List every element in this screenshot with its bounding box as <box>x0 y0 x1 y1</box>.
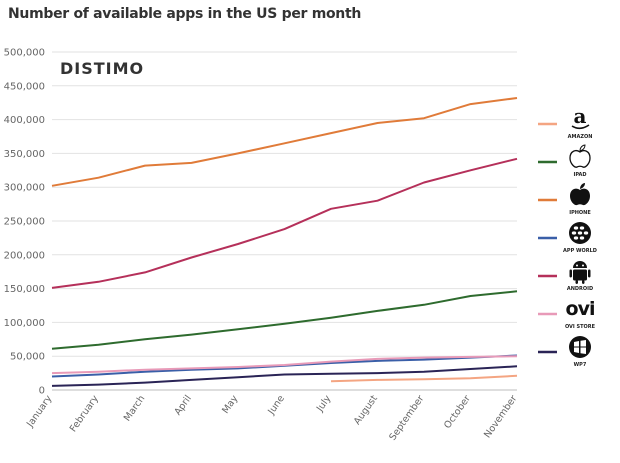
series-line-ovi-store <box>51 355 518 375</box>
series-line-android <box>51 157 518 289</box>
series-line-ipad <box>51 290 518 350</box>
x-tick-label: April <box>172 393 193 417</box>
apple-outline-icon <box>569 150 591 168</box>
y-tick-label: 50,000 <box>10 352 45 363</box>
windows-icon <box>569 336 591 358</box>
legend-label: WP7 <box>574 362 587 368</box>
legend-label: APP WORLD <box>563 248 597 254</box>
series-line-wp7 <box>51 365 518 387</box>
x-tick-label: July <box>314 393 334 414</box>
legend-label: IPHONE <box>569 210 591 216</box>
legend-label: AMAZON <box>568 134 593 140</box>
x-tick-label: June <box>265 393 287 417</box>
y-tick-label: 100,000 <box>4 318 45 329</box>
legend-item: ovi OVI STORE <box>538 298 596 330</box>
series-line-amazon <box>330 374 518 383</box>
legend-item: ANDROID <box>538 261 593 292</box>
y-tick-label: 150,000 <box>4 284 45 295</box>
legend-item: IPHONE <box>538 183 591 216</box>
x-tick-label: August <box>352 393 380 427</box>
x-axis-ticks: January February March April May June July Augu… <box>24 393 519 443</box>
x-tick-label: October <box>442 393 473 431</box>
y-tick-label: 500,000 <box>4 48 45 59</box>
amazon-icon: a <box>574 104 587 128</box>
y-axis-ticks: 0 50,000 100,000 150,000 200,000 250,000 300,0… <box>4 48 45 397</box>
y-tick-label: 350,000 <box>4 149 45 160</box>
grid <box>52 51 517 391</box>
brand-logo-text: DISTIMO <box>60 59 144 78</box>
x-tick-label: September <box>387 393 426 442</box>
legend: a AMAZON IPAD IPHONE APP WORLD ANDROID ovi OVI … <box>538 104 597 368</box>
x-tick-label: January <box>24 393 54 430</box>
y-tick-label: 200,000 <box>4 250 45 261</box>
series-lines <box>51 97 518 387</box>
y-tick-label: 300,000 <box>4 183 45 194</box>
series-line-iphone <box>51 97 518 187</box>
android-icon <box>573 261 587 268</box>
apple-icon <box>570 188 590 206</box>
legend-item: WP7 <box>538 336 591 368</box>
y-tick-label: 400,000 <box>4 115 45 126</box>
x-tick-label: May <box>220 393 240 416</box>
y-tick-label: 450,000 <box>4 81 45 92</box>
ovi-icon: ovi <box>566 298 595 320</box>
chart-title: Number of available apps in the US per m… <box>8 6 362 22</box>
y-tick-label: 250,000 <box>4 217 45 228</box>
x-tick-label: November <box>482 393 519 440</box>
legend-item: IPAD <box>538 144 591 178</box>
legend-label: IPAD <box>573 172 586 178</box>
legend-item: APP WORLD <box>538 222 597 254</box>
y-tick-label: 0 <box>39 386 45 397</box>
x-tick-label: March <box>122 393 148 423</box>
legend-label: OVI STORE <box>565 324 596 330</box>
legend-item: a AMAZON <box>538 104 592 140</box>
legend-label: ANDROID <box>567 286 593 292</box>
x-tick-label: February <box>68 393 101 434</box>
